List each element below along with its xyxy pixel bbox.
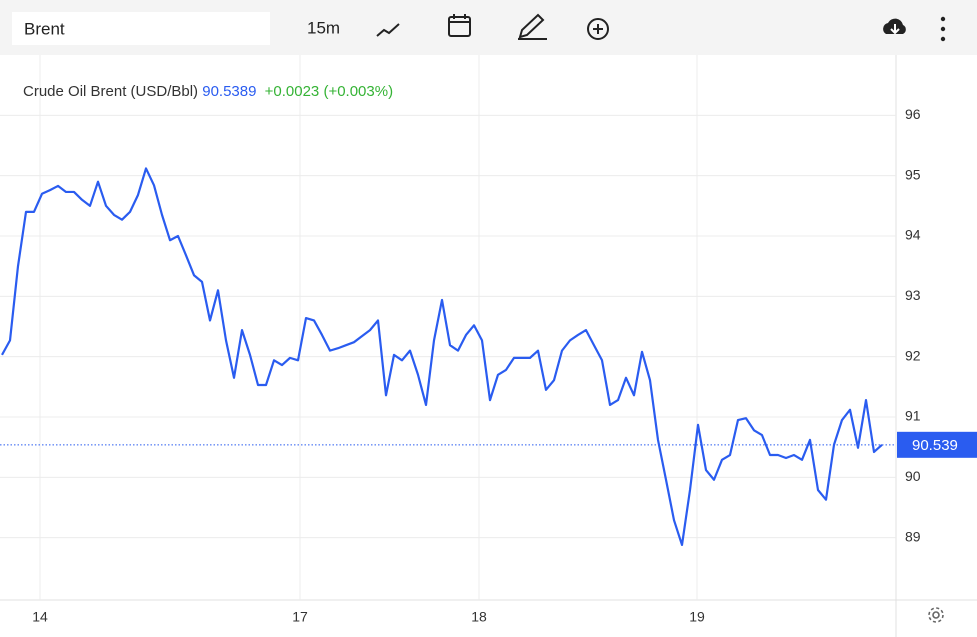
y-tick-label: 89 (905, 528, 921, 544)
change-value: +0.0023 (+0.003%) (265, 83, 393, 100)
last-price-label: 90.539 (912, 437, 958, 454)
plot: 90.539 (0, 167, 977, 547)
interval-button[interactable]: 15m (307, 18, 340, 37)
y-tick-label: 94 (905, 227, 921, 243)
y-tick-label: 91 (905, 408, 921, 424)
x-tick-label: 19 (689, 609, 705, 625)
symbol-input[interactable] (12, 12, 270, 45)
x-tick-label: 14 (32, 609, 48, 625)
legend: Crude Oil Brent (USD/Bbl) 90.5389 +0.002… (23, 83, 393, 100)
y-tick-label: 95 (905, 166, 921, 182)
y-tick-label: 92 (905, 347, 921, 363)
x-tick-label: 17 (292, 609, 308, 625)
last-value: 90.5389 (202, 83, 256, 100)
toolbar-icons (376, 13, 609, 40)
grid: 89 90 91 92 93 94 95 96 14 17 18 19 (0, 55, 921, 625)
chart-type-icon[interactable] (376, 23, 400, 37)
y-tick-label: 96 (905, 106, 921, 122)
menu-icon[interactable] (940, 16, 946, 42)
calendar-icon[interactable] (448, 14, 471, 37)
add-icon[interactable] (587, 18, 609, 40)
y-tick-label: 93 (905, 287, 921, 303)
last-price-box (897, 431, 977, 458)
instrument-name: Crude Oil Brent (USD/Bbl) (23, 83, 198, 100)
price-line (1, 167, 883, 547)
draw-icon[interactable] (518, 13, 547, 40)
symbol-text: Brent (24, 19, 65, 38)
y-tick-label: 90 (905, 468, 921, 484)
x-tick-label: 18 (471, 609, 487, 625)
settings-icon[interactable] (928, 607, 944, 623)
download-icon[interactable] (883, 18, 906, 35)
